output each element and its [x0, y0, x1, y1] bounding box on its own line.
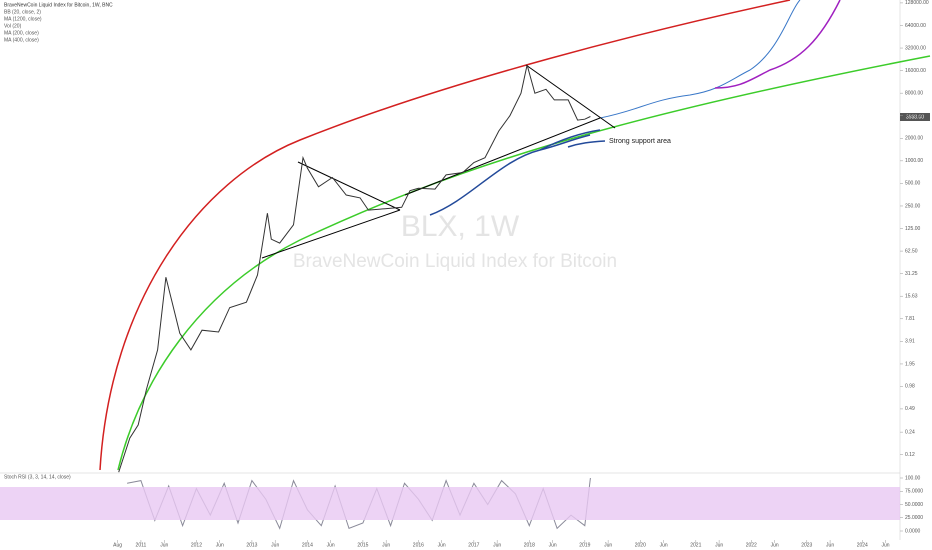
trend-line: [297, 161, 401, 211]
trend-line: [261, 209, 401, 259]
red-curve: [99, 0, 791, 471]
y-tick-label: 7.81: [905, 316, 915, 322]
watermark-subtitle: BraveNewCoin Liquid Index for Bitcoin: [293, 251, 617, 272]
x-tick-label: Jun: [771, 542, 779, 548]
blue-projection: [599, 0, 801, 119]
x-tick-label: Jun: [382, 542, 390, 548]
y-tick-label: 8000.00: [905, 90, 923, 96]
x-tick-label: 2020: [635, 542, 646, 548]
price-line: [118, 64, 591, 473]
ma-curve: [539, 129, 601, 151]
x-tick-label: Jun: [826, 542, 834, 548]
x-tick-label: Jun: [549, 542, 557, 548]
y-tick-label: 32000.00: [905, 45, 926, 51]
stoch-tick-label: 25.0000: [905, 515, 923, 521]
stoch-tick-label: 50.0000: [905, 502, 923, 508]
y-tick-label: 500.00: [905, 181, 921, 187]
stoch-band: [0, 487, 900, 520]
x-tick-label: Jun: [327, 542, 335, 548]
x-tick-label: 2016: [413, 542, 424, 548]
stoch-tick-label: 75.0000: [905, 489, 923, 495]
y-tick-label: 15.63: [905, 294, 918, 300]
x-tick-label: 2017: [468, 542, 479, 548]
ma-curve: [567, 140, 606, 148]
y-tick-label: 128000.00: [905, 0, 929, 6]
y-tick-label: 125.00: [905, 226, 921, 232]
stoch-tick-label: 100.00: [905, 475, 921, 481]
stoch-tick-label: 0.0000: [905, 528, 921, 534]
y-tick-label: 31.25: [905, 271, 918, 277]
x-tick-label: 2023: [801, 542, 812, 548]
watermark: BLX, 1W: [401, 210, 520, 243]
x-tick-label: Jun: [604, 542, 612, 548]
y-tick-label: 3.91: [905, 339, 915, 345]
y-tick-label: 1000.00: [905, 158, 923, 164]
x-tick-label: 2019: [579, 542, 590, 548]
trend-line: [404, 117, 601, 196]
annotation: Strong support area: [609, 138, 671, 145]
x-tick-label: 2012: [191, 542, 202, 548]
y-tick-label: 0.98: [905, 384, 915, 390]
last-price-label: 3988.00: [906, 114, 924, 120]
ma-curve: [429, 134, 591, 216]
stoch-title: Stoch RSI (3, 3, 14, 14, close): [4, 474, 71, 480]
x-tick-label: Jun: [160, 542, 168, 548]
chart-title: BraveNewCoin Liquid Index for Bitcoin, 1…: [4, 2, 113, 8]
y-tick-label: 4000.00: [905, 113, 923, 119]
x-tick-label: 2018: [524, 542, 535, 548]
y-tick-label: 0.49: [905, 406, 915, 412]
x-tick-label: Jun: [715, 542, 723, 548]
indicator: Vol (20): [4, 23, 22, 29]
y-tick-label: 250.00: [905, 203, 921, 209]
x-tick-label: Jun: [271, 542, 279, 548]
y-tick-label: 16000.00: [905, 68, 926, 74]
x-tick-label: Jun: [660, 542, 668, 548]
indicator: MA (1200, close): [4, 16, 42, 22]
x-tick-label: Jun: [438, 542, 446, 548]
x-tick-label: 2014: [302, 542, 313, 548]
purple-projection: [714, 0, 841, 89]
x-tick-label: 2024: [857, 542, 868, 548]
y-tick-label: 62.50: [905, 248, 918, 254]
x-tick-label: 2013: [246, 542, 257, 548]
indicator: MA (400, close): [4, 37, 39, 43]
x-tick-label: Jun: [493, 542, 501, 548]
y-tick-label: 0.12: [905, 452, 915, 458]
x-tick-label: Aug: [113, 542, 122, 548]
x-tick-label: 2022: [746, 542, 757, 548]
trend-line: [525, 64, 616, 129]
x-tick-label: 2011: [136, 542, 147, 548]
x-tick-label: Jun: [882, 542, 890, 548]
indicator: BB (20, close, 2): [4, 9, 41, 15]
green-curve: [117, 55, 931, 471]
y-tick-label: 1.95: [905, 361, 915, 367]
price-label-box: [900, 113, 930, 121]
y-tick-label: 2000.00: [905, 136, 923, 142]
x-tick-label: 2015: [357, 542, 368, 548]
x-tick-label: 2021: [690, 542, 701, 548]
indicator: MA (200, close): [4, 30, 39, 36]
y-tick-label: 0.24: [905, 429, 915, 435]
x-tick-label: Jun: [216, 542, 224, 548]
y-tick-label: 64000.00: [905, 23, 926, 29]
